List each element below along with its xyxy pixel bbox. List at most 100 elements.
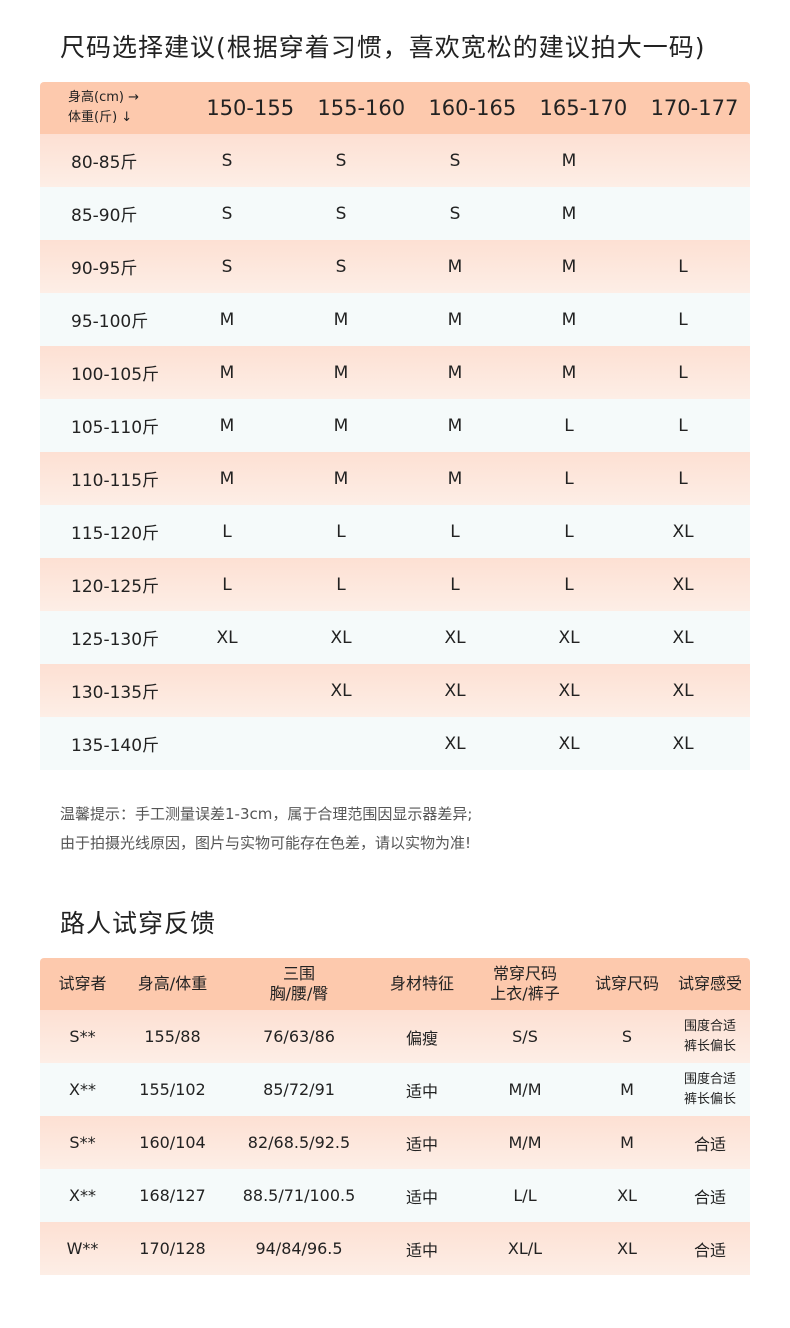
- feedback-cell: 合适: [693, 1187, 726, 1207]
- feedback-cell: 170/128: [139, 1239, 206, 1258]
- size-cell: S: [221, 150, 233, 171]
- table-row: 110-115斤 M M M L L: [40, 452, 750, 505]
- size-guide-title: 尺码选择建议(根据穿着习惯，喜欢宽松的建议拍大一码): [60, 33, 706, 62]
- weight-range: 105-110斤: [71, 418, 160, 438]
- size-cell: L: [678, 468, 688, 489]
- size-cell: XL: [672, 733, 694, 754]
- feedback-cell: 94/84/96.5: [255, 1239, 343, 1258]
- size-cell: M: [561, 256, 577, 277]
- size-cell: L: [564, 415, 574, 436]
- size-cell: XL: [444, 627, 466, 648]
- size-cell: M: [219, 362, 235, 383]
- feedback-cell: 适中: [405, 1187, 438, 1207]
- feedback-cell: M/M: [508, 1080, 542, 1099]
- weight-range: 85-90斤: [71, 206, 138, 226]
- table-row: 130-135斤 XL XL XL XL: [40, 664, 750, 717]
- feedback-cell: 160/104: [139, 1133, 206, 1152]
- size-cell: L: [678, 362, 688, 383]
- size-cell: S: [449, 203, 461, 224]
- feedback-cell: 偏瘦: [405, 1028, 438, 1048]
- table-row: S** 155/88 76/63/86 偏瘦 S/S S 围度合适 裤长偏长: [40, 1010, 750, 1063]
- table-row: 90-95斤 S S M M L: [40, 240, 750, 293]
- feedback-cell: W**: [66, 1239, 99, 1258]
- feedback-cell: 围度合适 裤长偏长: [683, 1018, 736, 1054]
- feedback-cell: S: [621, 1027, 633, 1046]
- size-cell: XL: [216, 627, 238, 648]
- feedback-cell: 76/63/86: [263, 1027, 335, 1046]
- size-cell: M: [219, 415, 235, 436]
- feedback-cell: 围度合适 裤长偏长: [683, 1071, 736, 1107]
- feedback-cell: 155/102: [139, 1080, 206, 1099]
- feedback-cell: X**: [69, 1080, 96, 1099]
- tip-line: 温馨提示：手工测量误差1-3cm，属于合理范围因显示器差异;: [60, 805, 473, 823]
- column-header: 身高/体重: [137, 974, 208, 993]
- table-row: 85-90斤 S S S M: [40, 187, 750, 240]
- feedback-cell: 合适: [693, 1240, 726, 1260]
- feedback-cell: 88.5/71/100.5: [242, 1186, 356, 1205]
- feedback-cell: S**: [69, 1133, 96, 1152]
- feedback-cell: L/L: [513, 1186, 537, 1205]
- size-cell: L: [450, 574, 460, 595]
- feedback-cell: M: [620, 1080, 634, 1099]
- table-row: 135-140斤 XL XL XL: [40, 717, 750, 770]
- feedback-cell: 合适: [693, 1134, 726, 1154]
- size-cell: L: [564, 468, 574, 489]
- feedback-cell: 168/127: [139, 1186, 206, 1205]
- size-cell: XL: [672, 574, 694, 595]
- size-cell: L: [678, 256, 688, 277]
- table-row: 100-105斤 M M M M L: [40, 346, 750, 399]
- column-header: 身材特征: [389, 974, 454, 993]
- feedback-cell: S/S: [512, 1027, 538, 1046]
- size-cell: L: [564, 521, 574, 542]
- feedback-table: 试穿者 身高/体重 三围 胸/腰/臀 身材特征 常穿尺码 上衣/裤子 试穿尺码 试穿感受 S…: [40, 958, 750, 1275]
- size-cell: S: [335, 203, 347, 224]
- table-row: 120-125斤 L L L L XL: [40, 558, 750, 611]
- size-cell: L: [336, 521, 346, 542]
- table-row: 105-110斤 M M M L L: [40, 399, 750, 452]
- height-range-header: 155-160: [317, 96, 406, 120]
- table-row: X** 168/127 88.5/71/100.5 适中 L/L XL 合适: [40, 1169, 750, 1222]
- feedback-cell: M/M: [508, 1133, 542, 1152]
- size-cell: M: [561, 203, 577, 224]
- table-row: S** 160/104 82/68.5/92.5 适中 M/M M 合适: [40, 1116, 750, 1169]
- size-cell: XL: [558, 733, 580, 754]
- feedback-cell: 适中: [405, 1081, 438, 1101]
- size-cell: L: [222, 521, 232, 542]
- height-range-header: 170-177: [650, 96, 739, 120]
- table-row: 95-100斤 M M M M L: [40, 293, 750, 346]
- table-row: X** 155/102 85/72/91 适中 M/M M 围度合适 裤长偏长: [40, 1063, 750, 1116]
- size-cell: M: [219, 309, 235, 330]
- size-guide-table: 身高(cm) → 体重(斤) ↓ 150-155 155-160 160-165 16…: [40, 82, 750, 770]
- size-cell: M: [447, 468, 463, 489]
- size-cell: M: [219, 468, 235, 489]
- feedback-cell: X**: [69, 1186, 96, 1205]
- size-cell: XL: [672, 680, 694, 701]
- size-cell: M: [447, 309, 463, 330]
- size-cell: S: [221, 203, 233, 224]
- table-row: W** 170/128 94/84/96.5 适中 XL/L XL 合适: [40, 1222, 750, 1275]
- size-cell: S: [221, 256, 233, 277]
- weight-range: 100-105斤: [71, 365, 160, 385]
- feedback-cell: XL/L: [507, 1239, 543, 1258]
- size-cell: M: [561, 309, 577, 330]
- height-axis-label: 身高(cm) →: [68, 90, 139, 105]
- size-cell: M: [333, 309, 349, 330]
- weight-range: 115-120斤: [71, 524, 160, 544]
- size-cell: M: [333, 468, 349, 489]
- feedback-cell: 155/88: [144, 1027, 201, 1046]
- feedback-cell: S**: [69, 1027, 96, 1046]
- size-cell: XL: [672, 627, 694, 648]
- table-row: 115-120斤 L L L L XL: [40, 505, 750, 558]
- size-cell: XL: [330, 627, 352, 648]
- feedback-cell: 适中: [405, 1240, 438, 1260]
- size-cell: XL: [444, 733, 466, 754]
- height-range-header: 165-170: [539, 96, 628, 120]
- size-cell: L: [450, 521, 460, 542]
- size-table-header: 身高(cm) → 体重(斤) ↓ 150-155 155-160 160-165 16…: [40, 82, 750, 134]
- tip-line: 由于拍摄光线原因，图片与实物可能存在色差，请以实物为准!: [60, 834, 472, 852]
- feedback-cell: 82/68.5/92.5: [247, 1133, 351, 1152]
- size-cell: M: [447, 362, 463, 383]
- corner-label: 身高(cm) → 体重(斤) ↓: [40, 88, 195, 128]
- feedback-cell: M: [620, 1133, 634, 1152]
- weight-range: 125-130斤: [71, 630, 160, 650]
